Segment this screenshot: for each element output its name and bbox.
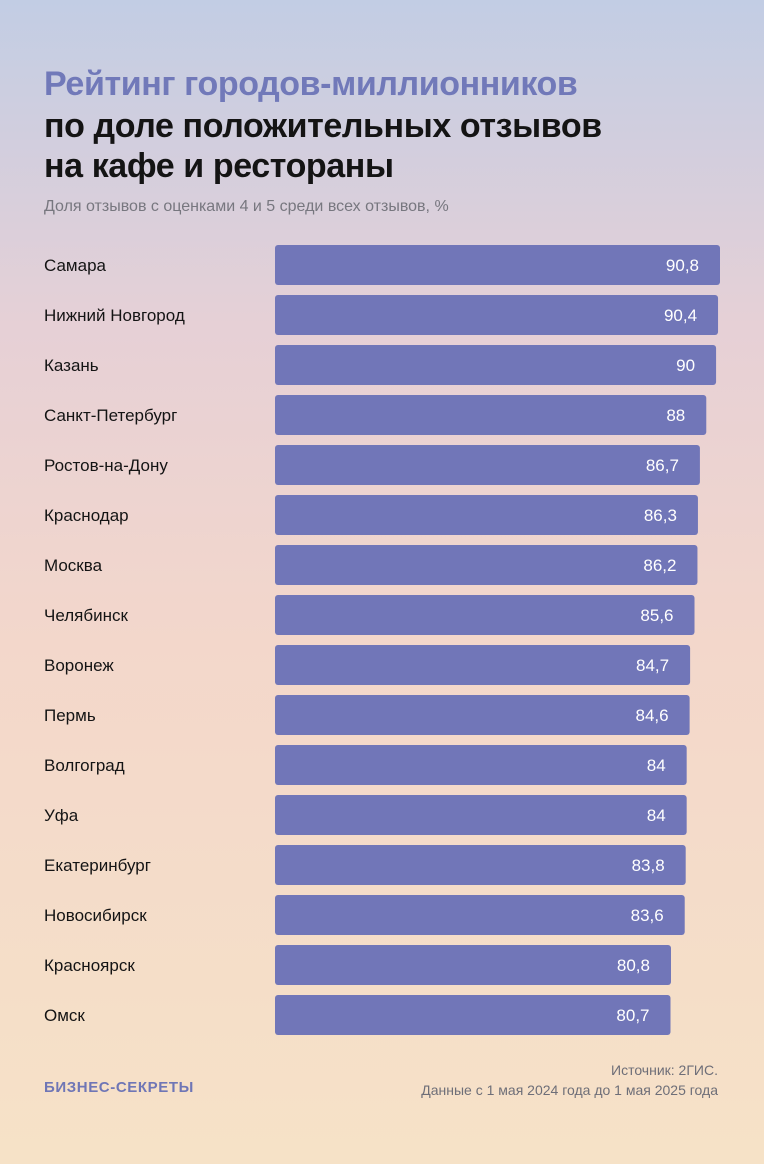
value-label: 84: [647, 806, 666, 825]
bar: [275, 645, 691, 685]
bar: [275, 445, 700, 485]
category-label: Краснодар: [44, 506, 129, 525]
category-label: Воронеж: [44, 656, 114, 675]
value-label: 86,3: [644, 506, 677, 525]
bar: [275, 545, 698, 585]
category-label: Новосибирск: [44, 906, 147, 925]
bar: [275, 495, 698, 535]
category-label: Санкт-Петербург: [44, 406, 177, 425]
value-label: 84,7: [636, 656, 669, 675]
chart-title-line-3-text: на кафе и рестораны: [44, 147, 394, 185]
chart-title-line-2-text: по доле положительных отзывов: [44, 107, 602, 145]
bar: [275, 345, 717, 385]
value-label: 90: [676, 356, 695, 375]
category-label: Казань: [44, 356, 99, 375]
value-label: 80,7: [616, 1006, 649, 1025]
value-label: 84: [647, 756, 666, 775]
bar: [275, 695, 690, 735]
bar-chart: Самара 90,8 Нижний Новгород 90,4 Казань 90 Сан…: [44, 245, 720, 1035]
category-label: Пермь: [44, 706, 96, 725]
category-label: Москва: [44, 556, 103, 575]
category-label: Волгоград: [44, 756, 125, 775]
value-label: 85,6: [640, 606, 673, 625]
category-label: Нижний Новгород: [44, 306, 185, 325]
bar: [275, 995, 671, 1035]
value-label: 80,8: [617, 956, 650, 975]
chart-subtitle: Доля отзывов с оценками 4 и 5 среди всех…: [44, 198, 449, 215]
value-label: 86,2: [643, 556, 676, 575]
category-label: Омск: [44, 1006, 85, 1025]
chart-title-line-2: по доле положительных отзывов на кафе и …: [44, 106, 602, 186]
category-label: Ростов-на-Дону: [44, 456, 168, 475]
category-label: Екатеринбург: [44, 856, 151, 875]
category-label: Самара: [44, 256, 107, 275]
value-label: 83,8: [632, 856, 665, 875]
value-label: 83,6: [631, 906, 664, 925]
brand-logo: БИЗНЕС-СЕКРЕТЫ: [44, 1079, 194, 1096]
bar: [275, 945, 671, 985]
bar: [275, 595, 695, 635]
value-label: 90,8: [666, 256, 699, 275]
bar: [275, 295, 719, 335]
bar: [275, 795, 687, 835]
source-text: Источник: 2ГИС.: [611, 1062, 718, 1078]
bar: [275, 395, 707, 435]
period-text: Данные с 1 мая 2024 года до 1 мая 2025 г…: [421, 1082, 718, 1098]
bar: [275, 245, 720, 285]
source-note: Источник: 2ГИС. Данные с 1 мая 2024 года…: [421, 1060, 718, 1100]
value-label: 90,4: [664, 306, 697, 325]
category-label: Уфа: [44, 806, 79, 825]
value-label: 84,6: [636, 706, 669, 725]
bar: [275, 745, 687, 785]
chart-title-line-1: Рейтинг городов-миллионников: [44, 65, 578, 103]
value-label: 88: [666, 406, 685, 425]
category-label: Красноярск: [44, 956, 135, 975]
value-label: 86,7: [646, 456, 679, 475]
bar: [275, 895, 685, 935]
bar: [275, 845, 686, 885]
category-label: Челябинск: [44, 606, 128, 625]
